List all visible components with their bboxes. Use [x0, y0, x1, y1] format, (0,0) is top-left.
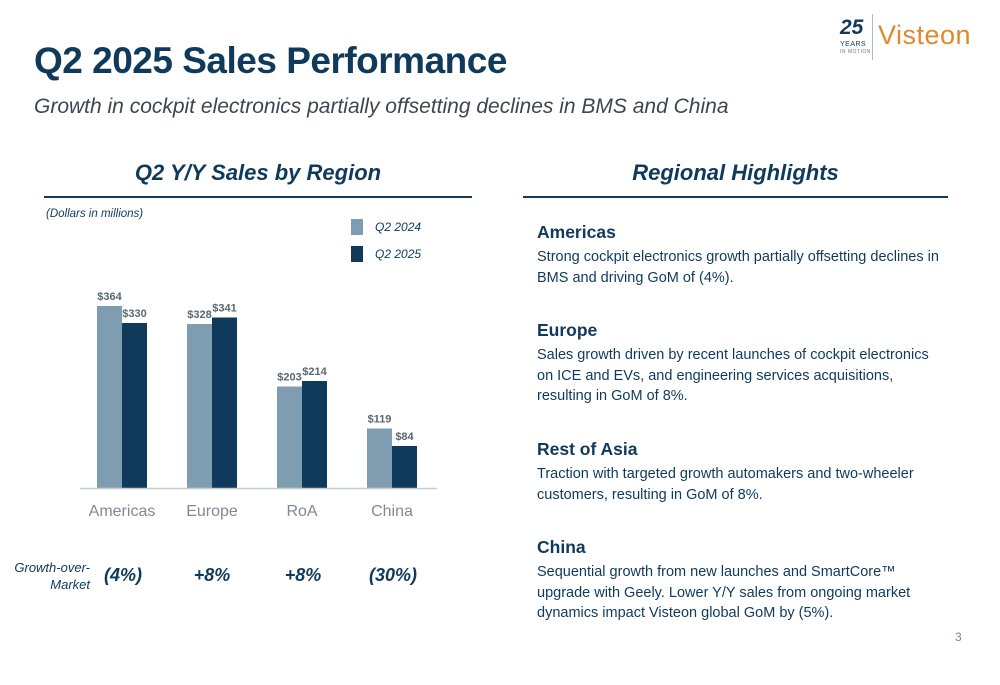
- gom-value-china: (30%): [368, 565, 417, 585]
- highlight-europe: Europe Sales growth driven by recent lau…: [537, 320, 947, 407]
- page-title: Q2 2025 Sales Performance: [34, 40, 507, 81]
- data-label-roa-q2-2024: $203: [277, 372, 301, 384]
- data-label-europe-q2-2024: $328: [187, 309, 211, 321]
- logo-years-text: YEARS: [840, 41, 867, 48]
- highlight-americas: Americas Strong cockpit electronics grow…: [537, 222, 947, 288]
- bar-americas-q2-2024: [97, 306, 122, 488]
- data-label-americas-q2-2024: $364: [97, 291, 122, 303]
- visteon-logo: 25 YEARS IN MOTION Visteon: [836, 14, 981, 62]
- data-label-china-q2-2025: $84: [395, 431, 414, 443]
- legend-swatch-q2-2024: [351, 219, 363, 235]
- category-label-roa: RoA: [286, 503, 317, 520]
- bar-americas-q2-2025: [122, 323, 147, 488]
- chart-units-note: (Dollars in millions): [46, 208, 144, 220]
- bar-china-q2-2025: [392, 446, 417, 488]
- logo-brand-name: Visteon: [878, 20, 972, 50]
- data-label-americas-q2-2025: $330: [122, 308, 146, 320]
- logo-anniversary-number: 25: [840, 16, 864, 39]
- highlight-text: Sequential growth from new launches and …: [537, 564, 911, 621]
- legend-label-q2-2024: Q2 2024: [375, 220, 421, 234]
- highlight-china: China Sequential growth from new launche…: [537, 537, 947, 624]
- category-label-europe: Europe: [186, 503, 238, 520]
- highlight-rest-of-asia: Rest of Asia Traction with targeted grow…: [537, 439, 947, 505]
- highlight-title: Rest of Asia: [537, 439, 638, 459]
- highlight-title: Europe: [537, 320, 598, 340]
- bar-europe-q2-2025: [212, 317, 237, 488]
- chart-section-heading: Q2 Y/Y Sales by Region: [134, 160, 382, 185]
- logo-tagline: IN MOTION: [840, 49, 871, 55]
- chart-section-rule: [44, 196, 472, 198]
- data-label-roa-q2-2025: $214: [302, 366, 327, 378]
- gom-value-americas: (4%): [103, 565, 142, 585]
- growth-over-market-label: Growth-over-Market: [14, 560, 90, 592]
- highlights-section-heading: Regional Highlights: [632, 160, 839, 185]
- page-number: 3: [955, 630, 962, 644]
- highlight-text: Sales growth driven by recent launches o…: [537, 347, 929, 404]
- gom-value-roa: +8%: [284, 565, 322, 585]
- category-label-china: China: [371, 503, 413, 520]
- bar-roa-q2-2024: [277, 386, 302, 488]
- highlight-title: China: [537, 537, 586, 557]
- gom-value-europe: +8%: [193, 565, 231, 585]
- bar-roa-q2-2025: [302, 381, 327, 488]
- bar-china-q2-2024: [367, 428, 392, 488]
- highlight-title: Americas: [537, 222, 616, 242]
- legend-label-q2-2025: Q2 2025: [375, 247, 421, 261]
- legend-swatch-q2-2025: [351, 246, 363, 262]
- highlight-text: Strong cockpit electronics growth partia…: [537, 249, 939, 286]
- category-label-americas: Americas: [89, 503, 156, 520]
- data-label-europe-q2-2025: $341: [212, 303, 236, 315]
- page-subtitle: Growth in cockpit electronics partially …: [34, 95, 729, 118]
- highlight-text: Traction with targeted growth automakers…: [537, 466, 914, 503]
- logo-divider: [872, 14, 873, 60]
- data-label-china-q2-2024: $119: [368, 414, 392, 426]
- bar-europe-q2-2024: [187, 324, 212, 488]
- highlights-section-rule: [523, 196, 948, 198]
